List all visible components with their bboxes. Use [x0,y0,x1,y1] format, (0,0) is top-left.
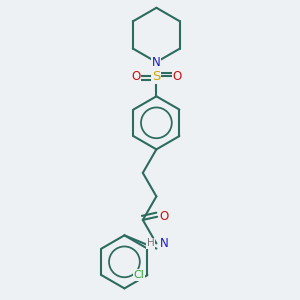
Text: Cl: Cl [133,270,144,280]
Text: N: N [160,237,169,250]
Text: H: H [147,238,154,248]
Text: N: N [152,56,161,69]
Text: S: S [152,70,160,83]
Text: O: O [131,70,140,83]
Text: O: O [160,210,169,223]
Text: O: O [172,70,182,83]
